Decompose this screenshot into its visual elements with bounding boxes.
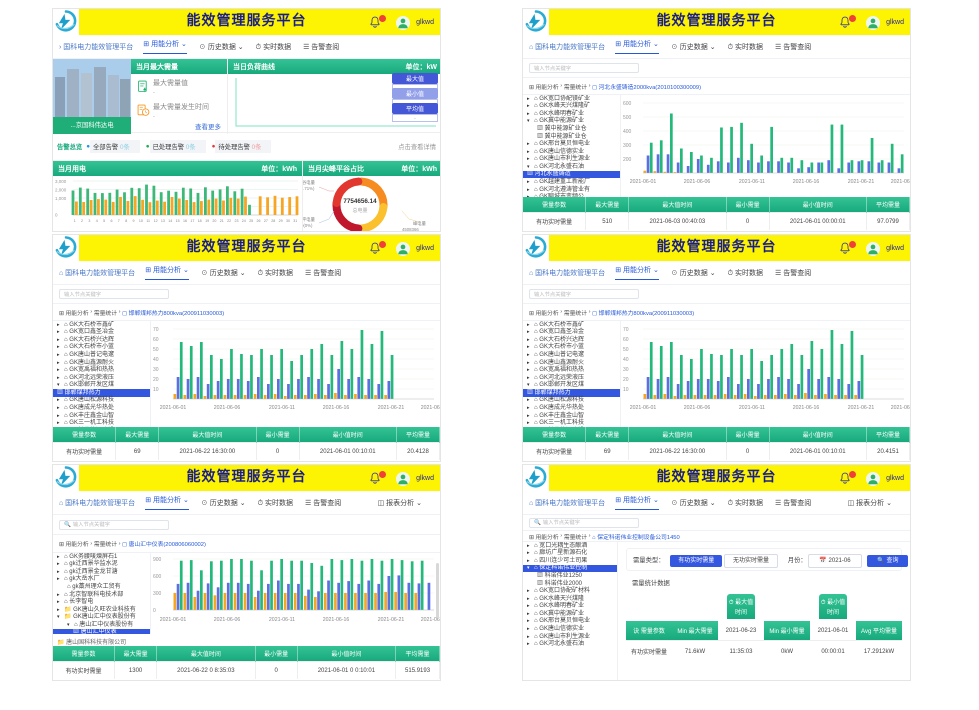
svg-text:22: 22 xyxy=(227,219,231,223)
svg-text:6: 6 xyxy=(111,219,113,223)
svg-text:2021-06-21: 2021-06-21 xyxy=(378,405,405,411)
svg-text:平电量: 平电量 xyxy=(303,216,316,223)
svg-text:23: 23 xyxy=(235,219,239,223)
svg-text:4: 4 xyxy=(96,219,98,223)
svg-text:2021-06-16: 2021-06-16 xyxy=(323,405,350,411)
svg-text:2021-06-06: 2021-06-06 xyxy=(214,405,241,411)
svg-text:13: 13 xyxy=(161,219,165,223)
svg-text:30: 30 xyxy=(286,219,290,223)
svg-text:2: 2 xyxy=(81,219,83,223)
svg-text:5: 5 xyxy=(103,219,105,223)
svg-text:7754656.14: 7754656.14 xyxy=(343,198,377,205)
svg-text:14: 14 xyxy=(168,219,172,223)
svg-text:40: 40 xyxy=(153,357,159,363)
svg-text:2,000: 2,000 xyxy=(55,188,67,193)
svg-text:4508366: 4508366 xyxy=(402,227,419,232)
svg-text:19: 19 xyxy=(205,219,209,223)
svg-text:31: 31 xyxy=(293,219,297,223)
svg-text:2021-06-06: 2021-06-06 xyxy=(684,179,711,185)
svg-text:2021-06-11: 2021-06-11 xyxy=(269,405,295,411)
svg-text:2021-06-11: 2021-06-11 xyxy=(739,179,765,185)
svg-text:21: 21 xyxy=(220,219,224,223)
svg-text:0.00(0%): 0.00(0%) xyxy=(303,223,313,228)
svg-text:2021-06-26: 2021-06-26 xyxy=(421,405,440,411)
svg-text:70: 70 xyxy=(623,327,629,333)
svg-text:7: 7 xyxy=(118,219,120,223)
svg-text:300: 300 xyxy=(623,143,632,149)
svg-text:2021-06-26: 2021-06-26 xyxy=(891,405,910,411)
svg-text:2021-06-06: 2021-06-06 xyxy=(214,617,241,623)
svg-text:26: 26 xyxy=(257,219,261,223)
svg-text:谷电量: 谷电量 xyxy=(303,179,316,186)
svg-text:9: 9 xyxy=(133,219,135,223)
svg-text:11: 11 xyxy=(146,219,150,223)
svg-text:(41.71%): (41.71%) xyxy=(303,186,315,191)
svg-text:2021-06-16: 2021-06-16 xyxy=(323,617,350,623)
svg-text:2021-06-11: 2021-06-11 xyxy=(269,617,295,623)
svg-text:500: 500 xyxy=(623,115,632,121)
svg-text:200: 200 xyxy=(623,157,632,163)
svg-text:50: 50 xyxy=(623,347,629,353)
svg-text:600: 600 xyxy=(623,101,632,107)
svg-text:2021-06-06: 2021-06-06 xyxy=(684,405,711,411)
svg-text:1: 1 xyxy=(74,219,76,223)
svg-text:2021-06-01: 2021-06-01 xyxy=(630,179,657,185)
svg-text:总电量: 总电量 xyxy=(352,207,367,214)
svg-text:28: 28 xyxy=(271,219,275,223)
svg-text:29: 29 xyxy=(279,219,283,223)
svg-text:40: 40 xyxy=(623,357,629,363)
svg-text:2021-06-21: 2021-06-21 xyxy=(378,617,405,623)
svg-text:70: 70 xyxy=(153,327,159,333)
svg-text:10: 10 xyxy=(153,387,159,393)
svg-text:0: 0 xyxy=(55,213,58,218)
svg-text:2021-06-21: 2021-06-21 xyxy=(848,179,875,185)
svg-text:25: 25 xyxy=(249,219,253,223)
svg-text:600: 600 xyxy=(153,574,162,580)
svg-text:18: 18 xyxy=(198,219,202,223)
svg-text:10: 10 xyxy=(623,387,629,393)
svg-text:8: 8 xyxy=(125,219,127,223)
svg-text:300: 300 xyxy=(153,591,162,597)
svg-text:2021-06-26: 2021-06-26 xyxy=(891,179,910,185)
svg-text:12: 12 xyxy=(154,219,158,223)
svg-text:3,000: 3,000 xyxy=(55,179,67,184)
svg-text:30: 30 xyxy=(153,367,159,373)
svg-text:16: 16 xyxy=(183,219,187,223)
svg-text:峰电量: 峰电量 xyxy=(413,220,427,227)
svg-text:15: 15 xyxy=(176,219,180,223)
svg-text:2021-06-21: 2021-06-21 xyxy=(848,405,875,411)
svg-text:2021-06-11: 2021-06-11 xyxy=(739,405,765,411)
svg-text:400: 400 xyxy=(623,129,632,135)
svg-text:30: 30 xyxy=(623,367,629,373)
svg-text:20: 20 xyxy=(623,377,629,383)
svg-text:60: 60 xyxy=(623,337,629,343)
svg-text:27: 27 xyxy=(264,219,268,223)
svg-text:10: 10 xyxy=(139,219,143,223)
svg-text:20: 20 xyxy=(153,377,159,383)
svg-text:2021-06-16: 2021-06-16 xyxy=(793,179,820,185)
svg-text:20: 20 xyxy=(212,219,216,223)
svg-text:3: 3 xyxy=(88,219,90,223)
svg-text:0: 0 xyxy=(153,608,156,614)
svg-text:50: 50 xyxy=(153,347,159,353)
svg-text:2021-06-01: 2021-06-01 xyxy=(630,405,657,411)
svg-text:24: 24 xyxy=(242,219,246,223)
svg-text:60: 60 xyxy=(153,337,159,343)
svg-text:900: 900 xyxy=(153,557,162,563)
svg-text:2021-06-01: 2021-06-01 xyxy=(160,405,187,411)
svg-text:17: 17 xyxy=(190,219,194,223)
svg-text:2021-06-01: 2021-06-01 xyxy=(160,617,187,623)
svg-text:1,000: 1,000 xyxy=(55,196,67,201)
svg-text:2021-06-16: 2021-06-16 xyxy=(793,405,820,411)
